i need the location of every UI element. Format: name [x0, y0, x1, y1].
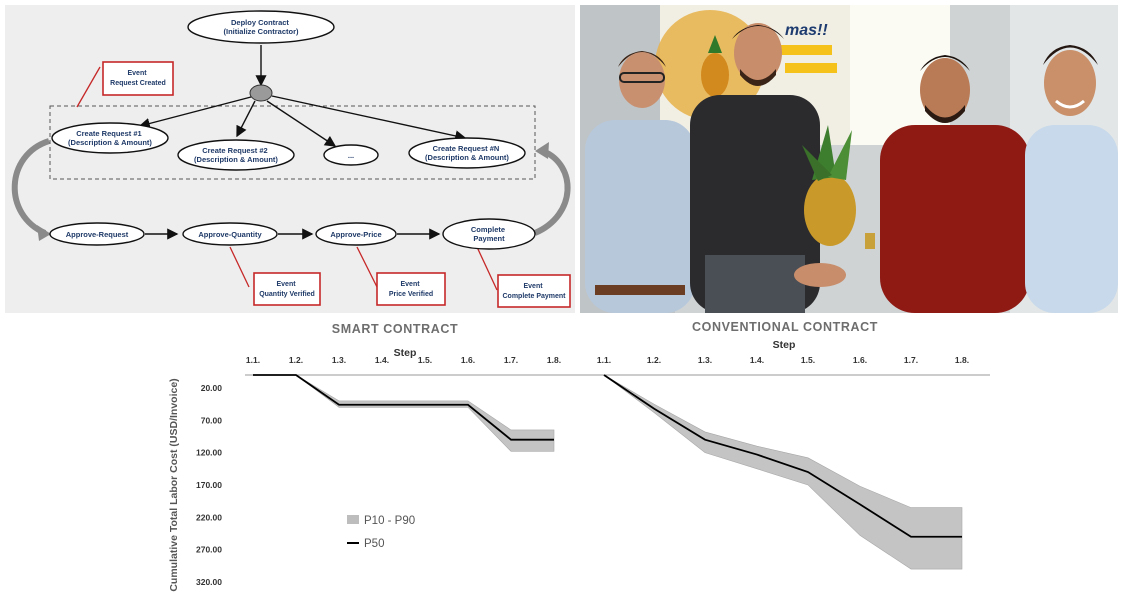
label-approve-quantity: Approve-Quantity — [198, 230, 262, 239]
event-quantity-verified — [253, 272, 321, 306]
team-photo: mas!! — [580, 5, 1118, 313]
x-tick-label-1-3: 1.4. — [750, 355, 764, 365]
legend-label-band: P10 - P90 — [364, 515, 415, 527]
event-complete-payment — [497, 274, 571, 308]
ylabel: Cumulative Total Labor Cost (USD/Invoice… — [168, 378, 180, 591]
x-tick-label-0-6: 1.7. — [504, 355, 518, 365]
y-tick-label-4: 220.00 — [196, 512, 222, 522]
x-tick-label-0-0: 1.1. — [246, 355, 260, 365]
poster-text: mas!! — [785, 22, 828, 39]
labor-cost-charts: SMART CONTRACT CONVENTIONAL CONTRACT Ste… — [0, 313, 1125, 603]
x-tick-label-1-1: 1.2. — [647, 355, 661, 365]
node-approve-quantity — [182, 222, 278, 246]
request-group-box — [49, 105, 536, 180]
person-4 — [1025, 125, 1118, 313]
legend-label-line: P50 — [364, 538, 384, 550]
svg-text:Event Request Created: Event Request Created — [110, 70, 166, 87]
p10-p90-band-1 — [603, 374, 963, 570]
y-tick-label-5: 270.00 — [196, 545, 222, 555]
label-create-request-2: Create Request #2 (Description & Amount) — [194, 146, 278, 164]
x-tick-label-0-3: 1.4. — [375, 355, 389, 365]
label-approve-price: Approve-Price — [330, 230, 381, 239]
label-create-request-1: Create Request #1 (Description & Amount) — [68, 129, 152, 147]
y-tick-label-0: 20.00 — [201, 383, 223, 393]
chart-canvas: SMART CONTRACT CONVENTIONAL CONTRACT Ste… — [168, 320, 990, 592]
hub-node — [249, 84, 273, 102]
label-create-request-n: Create Request #N (Description & Amount) — [425, 144, 509, 162]
node-create-request-dots — [323, 144, 379, 166]
person-1 — [585, 120, 695, 313]
diagram-canvas: Deploy Contract (Initialize Contractor) … — [11, 10, 571, 308]
legend-swatch-band — [347, 515, 359, 524]
x-tick-label-0-5: 1.6. — [461, 355, 475, 365]
svg-text:Event Complete Payment: Event Complete Payment — [502, 283, 566, 300]
p50-line-0 — [253, 374, 554, 441]
contract-flow-diagram: Deploy Contract (Initialize Contractor) … — [5, 5, 575, 313]
svg-text:Event Price Verified: Event Price Verified — [389, 281, 433, 298]
label-deploy-contract: Deploy Contract (Initialize Contractor) — [223, 18, 299, 36]
x-tick-label-0-1: 1.2. — [289, 355, 303, 365]
y-tick-label-1: 70.00 — [201, 415, 223, 425]
loop-arrow-right — [533, 148, 571, 236]
photo-illustration: mas!! — [580, 5, 1118, 313]
label-complete-payment: Complete Payment — [471, 225, 507, 243]
x-tick-label-0-7: 1.8. — [547, 355, 561, 365]
node-complete-payment — [442, 218, 536, 250]
label-approve-request: Approve-Request — [66, 230, 129, 239]
chart-title-conventional: CONVENTIONAL CONTRACT — [692, 320, 878, 334]
node-approve-price — [315, 222, 397, 246]
node-create-request-2 — [177, 139, 295, 171]
event-request-created — [102, 61, 174, 96]
xlabel-smart: Step — [394, 347, 417, 359]
node-create-request-1 — [51, 122, 169, 154]
x-tick-label-1-5: 1.6. — [853, 355, 867, 365]
label-create-request-dots: ... — [348, 151, 354, 160]
y-tick-label-6: 320.00 — [196, 577, 222, 587]
event-price-verified — [376, 272, 446, 306]
x-tick-label-1-7: 1.8. — [955, 355, 969, 365]
x-tick-label-1-2: 1.3. — [698, 355, 712, 365]
svg-text:Event Quantity Verified: Event Quantity Verified — [259, 281, 315, 298]
loop-arrow-left — [11, 138, 51, 236]
x-tick-label-1-0: 1.1. — [597, 355, 611, 365]
person-3 — [880, 125, 1030, 313]
x-tick-label-1-6: 1.7. — [904, 355, 918, 365]
node-approve-request — [49, 222, 145, 246]
y-tick-label-2: 120.00 — [196, 448, 222, 458]
p50-line-1 — [603, 374, 962, 538]
p10-p90-band-0 — [253, 374, 555, 452]
x-tick-label-0-4: 1.5. — [418, 355, 432, 365]
node-deploy-contract — [187, 10, 335, 44]
xlabel-conventional: Step — [773, 339, 796, 351]
node-create-request-n — [408, 137, 526, 169]
chart-marks: 1.1. 1.2. 1.3. 1.4. 1.5. 1.6. 1.7. 1.8. 1.1. 1.2.… — [196, 355, 969, 587]
pineapple — [804, 174, 856, 246]
y-tick-label-3: 170.00 — [196, 480, 222, 490]
x-tick-label-1-4: 1.5. — [801, 355, 815, 365]
x-tick-label-0-2: 1.3. — [332, 355, 346, 365]
chart-title-smart: SMART CONTRACT — [332, 322, 458, 336]
